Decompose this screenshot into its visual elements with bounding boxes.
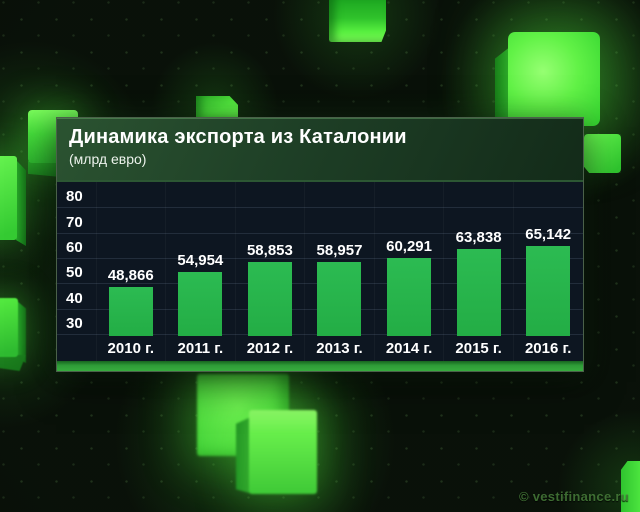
bar xyxy=(178,271,223,336)
gridline xyxy=(57,258,583,259)
bar xyxy=(526,246,571,336)
plot-area: 30 40 50 60 70 80 48,866 2010 г. 54,954 2011 г. 58… xyxy=(57,182,583,361)
bar-column: 58,853 2012 г. xyxy=(235,182,305,361)
cube-face xyxy=(0,156,17,240)
bar-value-label: 63,838 xyxy=(455,229,502,247)
bar-column: 65,142 2016 г. xyxy=(513,182,583,361)
x-axis-label: 2016 г. xyxy=(524,340,572,357)
y-tick-label: 60 xyxy=(66,239,83,256)
x-axis-label: 2014 г. xyxy=(385,340,433,357)
y-tick-label: 70 xyxy=(66,213,83,231)
cube-side-face xyxy=(17,301,26,363)
glow-cube-top xyxy=(329,0,386,42)
bar xyxy=(456,249,501,336)
bar-value-label: 60,291 xyxy=(386,238,432,256)
header-separator xyxy=(57,180,583,182)
bar xyxy=(108,287,153,336)
y-tick-label: 50 xyxy=(66,264,83,282)
bar xyxy=(247,261,292,336)
chart-subtitle: (млрд евро) xyxy=(69,151,147,167)
panel-footer-strip xyxy=(57,361,583,371)
x-axis-label: 2012 г. xyxy=(246,340,294,357)
bar-value-label: 65,142 xyxy=(525,226,572,243)
bar-value-label: 54,954 xyxy=(177,251,224,269)
cube-face xyxy=(584,134,621,173)
cube-face xyxy=(621,461,640,512)
gridline xyxy=(57,232,583,234)
x-axis-label: 2015 г. xyxy=(455,340,502,357)
cube-face xyxy=(249,410,317,494)
glow-cube-bottom-right-edge xyxy=(621,461,640,512)
glow-cube-bottom-front xyxy=(236,408,318,494)
glow-cube-left-low xyxy=(0,298,27,373)
watermark: © vestifinance.ru xyxy=(518,489,629,504)
bar-column: 54,954 2011 г. xyxy=(166,182,236,361)
chart-header: Динамика экспорта из Каталонии (млрд евр… xyxy=(57,118,583,180)
cube-bottom-face xyxy=(0,355,26,371)
bar xyxy=(317,261,362,336)
bar-value-label: 58,853 xyxy=(246,241,293,259)
cube-side-face xyxy=(236,416,253,494)
cube-face xyxy=(0,298,18,357)
glow-cube-large-right xyxy=(495,30,607,136)
bar-value-label: 48,866 xyxy=(107,267,154,285)
chart-title: Динамика экспорта из Каталонии xyxy=(69,126,407,148)
cube-face xyxy=(508,32,600,126)
bar-column: 48,866 2010 г. xyxy=(96,182,166,361)
cube-side-face xyxy=(16,160,26,246)
x-axis-label: 2010 г. xyxy=(107,340,154,357)
y-tick-label: 30 xyxy=(66,315,83,332)
gridline xyxy=(57,207,583,209)
x-axis-label: 2011 г. xyxy=(177,340,224,357)
cube-side-face xyxy=(495,46,511,136)
bar-value-label: 58,957 xyxy=(316,241,363,259)
glow-cube-small-right xyxy=(584,134,621,173)
chart-panel: Динамика экспорта из Каталонии (млрд евр… xyxy=(56,117,584,372)
y-tick-label: 80 xyxy=(66,188,83,206)
bar-column: 58,957 2013 г. xyxy=(305,182,375,361)
glow-cube-left-mid xyxy=(0,156,27,248)
bar-column: 63,838 2015 г. xyxy=(444,182,514,361)
cube-face xyxy=(329,0,386,42)
bar-column: 60,291 2014 г. xyxy=(374,182,444,361)
x-axis-label: 2013 г. xyxy=(316,340,363,357)
y-tick-label: 40 xyxy=(66,289,83,307)
bar xyxy=(387,258,432,336)
